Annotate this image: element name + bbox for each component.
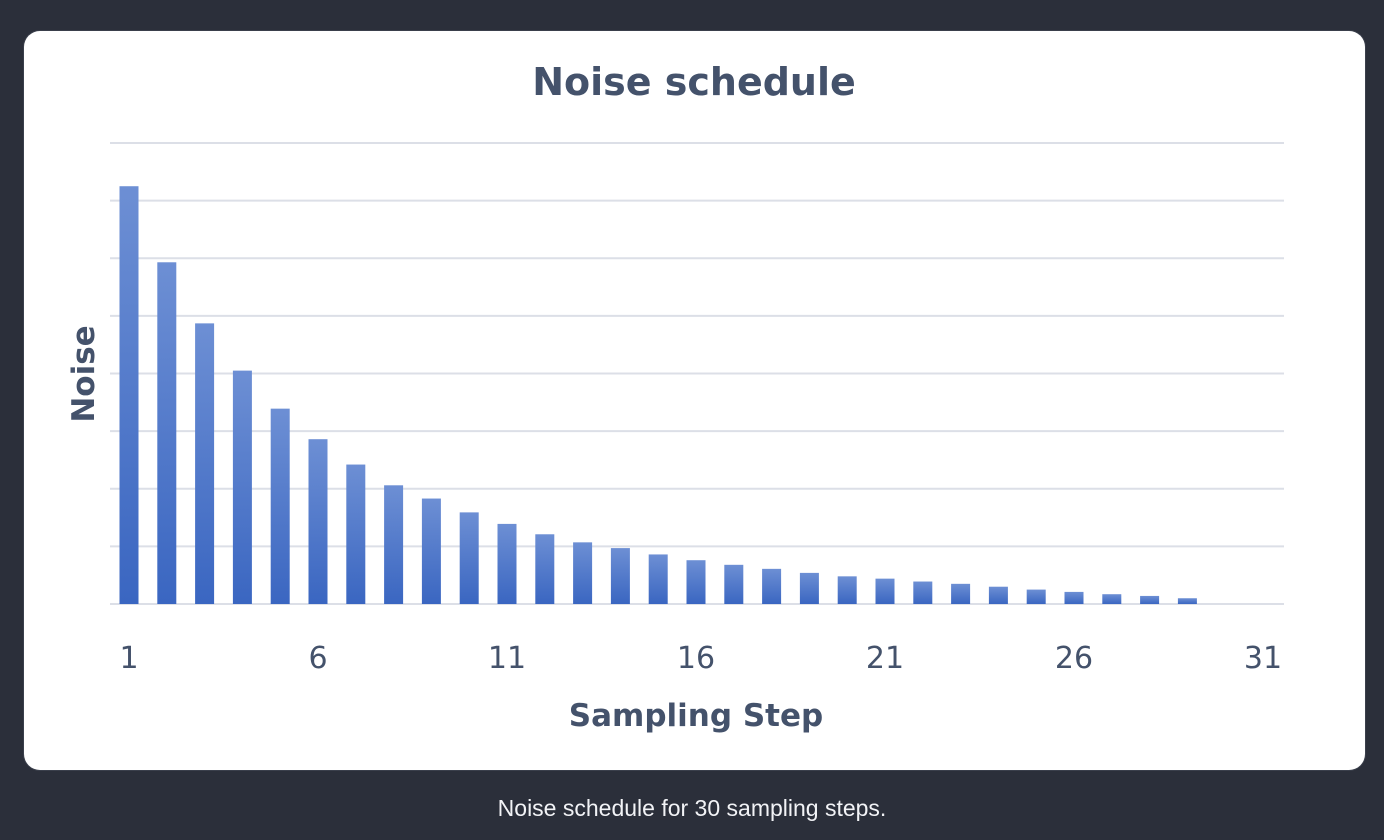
x-tick-label: 6 [308, 641, 327, 676]
bar-step-5 [270, 408, 290, 604]
bar-step-7 [346, 464, 366, 604]
bar-step-8 [384, 485, 404, 604]
bar-step-10 [459, 512, 479, 604]
bar-step-21 [875, 578, 895, 604]
x-tick-label: 11 [488, 641, 526, 676]
bar-step-19 [799, 572, 819, 604]
bar-step-6 [308, 439, 328, 604]
figure-caption: Noise schedule for 30 sampling steps. [497, 795, 887, 821]
x-axis-title: Sampling Step [569, 698, 823, 734]
x-tick-label: 31 [1244, 641, 1282, 676]
bar-step-25 [1026, 589, 1046, 604]
x-tick-labels: 1 6 11 16 21 26 31 [119, 641, 1282, 676]
x-tick-label: 1 [119, 641, 138, 676]
bar-step-15 [648, 554, 668, 604]
bar-step-13 [573, 542, 593, 604]
chart-card: Noise schedule 1 6 11 16 21 26 31 Sampling Ste… [24, 31, 1365, 770]
bar-step-24 [988, 586, 1008, 604]
bar-step-16 [686, 560, 706, 604]
bar-step-9 [421, 498, 441, 604]
bar-step-29 [1177, 598, 1197, 604]
bar-step-1 [119, 186, 139, 604]
noise-schedule-chart: Noise schedule 1 6 11 16 21 26 31 Sampling Ste… [66, 60, 1284, 734]
bar-step-28 [1140, 595, 1160, 604]
x-tick-label: 21 [866, 641, 904, 676]
bar-step-11 [497, 523, 517, 604]
bar-step-3 [195, 323, 215, 604]
bar-step-18 [762, 568, 782, 604]
y-axis-title: Noise [66, 325, 102, 422]
bar-step-20 [837, 576, 857, 604]
x-tick-label: 16 [677, 641, 715, 676]
bar-step-22 [913, 581, 933, 604]
bar-step-12 [535, 534, 555, 604]
chart-title: Noise schedule [532, 60, 856, 104]
bar-step-14 [610, 548, 630, 604]
bar-step-17 [724, 564, 744, 604]
x-tick-label: 26 [1055, 641, 1093, 676]
bar-step-2 [157, 262, 177, 604]
bar-step-26 [1064, 591, 1084, 604]
bar-step-27 [1102, 594, 1122, 604]
gridlines [110, 142, 1284, 605]
bars [119, 186, 1197, 604]
bar-step-4 [232, 370, 252, 604]
bar-step-23 [951, 583, 971, 604]
